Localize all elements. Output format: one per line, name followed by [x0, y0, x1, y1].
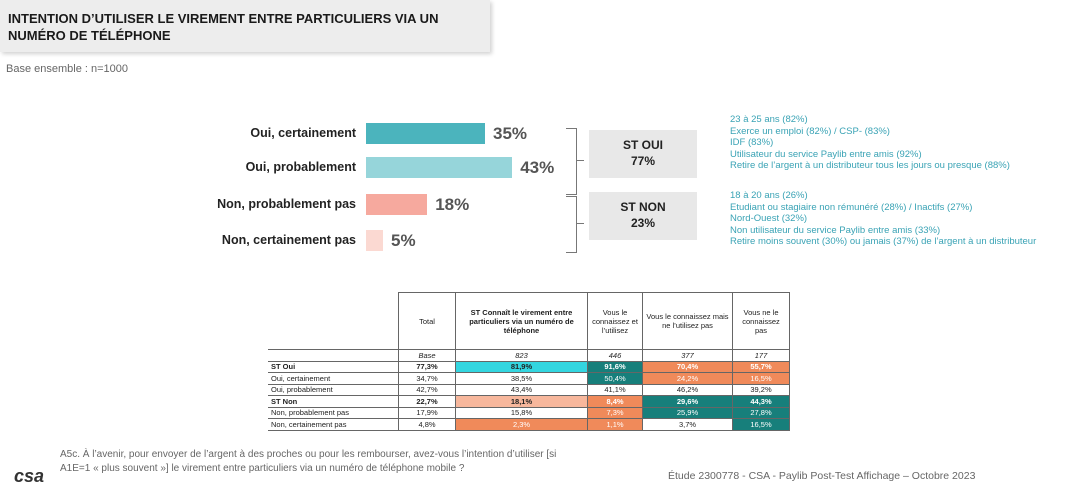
- st-non-box: ST NON 23%: [589, 192, 697, 240]
- table-header: Vous le connaissez mais ne l’utilisez pa…: [642, 292, 733, 350]
- table-cell: 4,8%: [398, 418, 456, 431]
- table-row: ST Non 22,7% 18,1% 8,4% 29,6% 44,3%: [268, 395, 790, 408]
- table-cell: 3,7%: [642, 418, 733, 431]
- table-cell: 50,4%: [587, 372, 643, 385]
- table-row: Base 823 446 377 177: [268, 349, 790, 362]
- category-label: Oui, probablement: [245, 160, 356, 174]
- profile-non-line: 18 à 20 ans (26%): [730, 190, 808, 201]
- row-label: ST Non: [268, 395, 399, 408]
- table-cell: 823: [455, 349, 588, 362]
- profile-non-line: Nord-Ouest (32%): [730, 213, 808, 225]
- table-cell: 446: [587, 349, 643, 362]
- table-row: Oui, probablement 42,7% 43,4% 41,1% 46,2% 39,…: [268, 383, 790, 396]
- table-row: Non, probablement pas 17,9% 15,8% 7,3% 25,9%…: [268, 406, 790, 419]
- row-label: Oui, certainement: [268, 372, 399, 385]
- table-cell: 17,9%: [398, 406, 456, 419]
- st-non-label: ST NON: [620, 200, 666, 214]
- bar: [366, 194, 428, 215]
- study-reference: Étude 2300778 - CSA - Paylib Post-Test A…: [668, 470, 976, 482]
- table-cell: 22,7%: [398, 395, 456, 408]
- csa-logo: csa: [14, 466, 45, 486]
- table-cell: 42,7%: [398, 383, 456, 396]
- table-cell: 41,1%: [587, 383, 643, 396]
- table-header: Vous ne le connaissez pas: [732, 292, 790, 350]
- table-row: Oui, certainement 34,7% 38,5% 50,4% 24,2% 16,…: [268, 372, 790, 385]
- table-cell: 7,3%: [587, 406, 643, 419]
- table-cell: 34,7%: [398, 372, 456, 385]
- table-cell: 43,4%: [455, 383, 588, 396]
- bracket-non-tick: [576, 223, 584, 224]
- profile-non-line: Non utilisateur du service Paylib entre …: [730, 224, 941, 236]
- bar-value-label: 43%: [520, 158, 555, 177]
- row-label: Non, probablement pas: [268, 406, 399, 419]
- row-label: Oui, probablement: [268, 383, 399, 396]
- category-label: Oui, certainement: [250, 126, 356, 140]
- table-cell: 44,3%: [732, 395, 790, 408]
- table-corner: [268, 292, 399, 350]
- profile-oui-line: IDF (83%): [730, 137, 774, 149]
- bar-value-label: 35%: [493, 124, 528, 143]
- bar: [366, 157, 513, 178]
- table-cell: 55,7%: [732, 360, 790, 373]
- row-label: ST Oui: [268, 360, 399, 373]
- table-cell: Base: [398, 349, 456, 362]
- st-oui-label: ST OUI: [622, 138, 663, 152]
- profile-oui-line: Retire de l’argent à un distributeur tou…: [730, 160, 1010, 172]
- table-cell: 38,5%: [455, 372, 588, 385]
- bracket-non: [566, 196, 577, 253]
- profile-non: 18 à 20 ans (26%) Etudiant ou stagiaire …: [730, 190, 1050, 248]
- table-row: ST Oui 77,3% 81,9% 91,6% 70,4% 55,7%: [268, 360, 790, 373]
- profile-oui-line: 23 à 25 ans (82%): [730, 114, 808, 125]
- bar-value-label: 5%: [391, 231, 416, 250]
- table-header: ST Connaît le virement entre particulier…: [455, 292, 588, 350]
- profile-oui: 23 à 25 ans (82%) Exerce un emploi (82%)…: [730, 114, 1010, 172]
- table-cell: 18,1%: [455, 395, 588, 408]
- table-cell: 81,9%: [455, 360, 588, 373]
- bar-value-label: 18%: [435, 195, 470, 214]
- base-note: Base ensemble : n=1000: [6, 63, 129, 75]
- table-cell: 39,2%: [732, 383, 790, 396]
- table-cell: 377: [642, 349, 733, 362]
- bar: [366, 230, 383, 251]
- table-cell: 29,6%: [642, 395, 733, 408]
- table-cell: 24,2%: [642, 372, 733, 385]
- bar: [366, 123, 485, 144]
- table-cell: 91,6%: [587, 360, 643, 373]
- profile-oui-line: Utilisateur du service Paylib entre amis…: [730, 148, 922, 160]
- table-cell: 25,9%: [642, 406, 733, 419]
- table-cell: 8,4%: [587, 395, 643, 408]
- st-oui-value: 77%: [630, 154, 656, 168]
- bracket-oui: [566, 128, 577, 195]
- table-cell: 16,5%: [732, 372, 790, 385]
- table-cell: 2,3%: [455, 418, 588, 431]
- profile-non-line: Retire moins souvent (30%) ou jamais (37…: [730, 236, 1037, 248]
- table-cell: 70,4%: [642, 360, 733, 373]
- table-cell: 46,2%: [642, 383, 733, 396]
- page-title: INTENTION D’UTILISER LE VIREMENT ENTRE P…: [8, 11, 439, 43]
- profile-non-line: Etudiant ou stagiaire non rémunéré (28%)…: [730, 201, 973, 213]
- title-box: INTENTION D’UTILISER LE VIREMENT ENTRE P…: [0, 0, 490, 52]
- table-cell: 177: [732, 349, 790, 362]
- row-label: Non, certainement pas: [268, 418, 399, 431]
- table-cell: 77,3%: [398, 360, 456, 373]
- cross-table: Total ST Connaît le virement entre parti…: [268, 292, 790, 431]
- st-non-value: 23%: [630, 216, 656, 230]
- table-header: Vous le connaissez et l’utilisez: [587, 292, 643, 350]
- table-header: Total: [398, 292, 456, 350]
- table-cell: 16,5%: [732, 418, 790, 431]
- table-cell: 27,8%: [732, 406, 790, 419]
- category-label: Non, certainement pas: [221, 233, 356, 247]
- category-label: Non, probablement pas: [217, 197, 356, 211]
- profile-oui-line: Exerce un emploi (82%) / CSP- (83%): [730, 125, 890, 137]
- bracket-oui-tick: [576, 160, 584, 161]
- row-label: [268, 349, 399, 362]
- table-row: Non, certainement pas 4,8% 2,3% 1,1% 3,7% 16,…: [268, 418, 790, 431]
- question-footnote: A5c. À l’avenir, pour envoyer de l’argen…: [60, 449, 557, 474]
- table-cell: 15,8%: [455, 406, 588, 419]
- st-oui-box: ST OUI 77%: [589, 130, 697, 178]
- table-cell: 1,1%: [587, 418, 643, 431]
